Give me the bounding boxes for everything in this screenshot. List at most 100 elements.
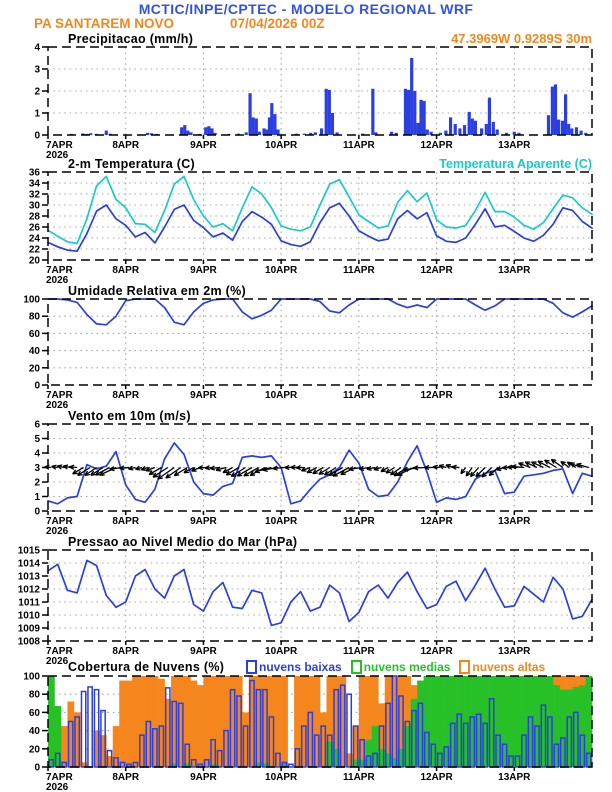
svg-text:1009: 1009 [18,624,41,635]
svg-text:1013: 1013 [18,572,41,583]
svg-text:7APR: 7APR [46,140,73,151]
svg-text:22: 22 [29,245,41,256]
svg-text:28: 28 [29,212,41,223]
legend-label-nuvens-baixas: nuvens baixas [259,660,342,674]
svg-text:9APR: 9APR [190,772,217,783]
svg-text:100: 100 [23,295,40,306]
svg-text:34: 34 [29,179,41,190]
svg-text:60: 60 [29,708,41,719]
svg-text:80: 80 [29,312,41,323]
svg-text:12APR: 12APR [420,390,453,401]
svg-text:8APR: 8APR [112,390,139,401]
model-run-datetime: 07/04/2026 00Z [230,16,325,31]
svg-text:12APR: 12APR [420,646,453,657]
svg-text:10APR: 10APR [265,646,298,657]
svg-text:9APR: 9APR [190,265,217,276]
svg-text:13APR: 13APR [498,140,531,151]
svg-text:40: 40 [29,346,41,357]
svg-text:11APR: 11APR [343,390,375,401]
svg-text:2026: 2026 [46,656,69,667]
svg-text:9APR: 9APR [190,390,217,401]
svg-text:1014: 1014 [18,559,41,570]
apparent-temperature-label: Temperatura Aparente (C) [439,157,592,171]
legend-item-nuvens-medias: nuvens medias [350,660,450,674]
svg-text:4: 4 [34,449,40,460]
low-cloud-swatch-icon [246,660,257,674]
svg-text:10APR: 10APR [265,265,298,276]
svg-text:11APR: 11APR [343,265,375,276]
svg-text:12APR: 12APR [420,140,453,151]
legend-item-nuvens-altas: nuvens altas [459,660,545,674]
svg-text:80: 80 [29,690,41,701]
svg-text:8APR: 8APR [112,516,139,527]
svg-text:13APR: 13APR [498,390,531,401]
panel-title-clouds: Cobertura de Nuvens (%) [68,660,225,674]
panel-title-humidity: Umidade Relativa em 2m (%) [68,284,246,298]
svg-text:9APR: 9APR [190,140,217,151]
svg-text:7APR: 7APR [46,265,73,276]
svg-text:20: 20 [29,744,41,755]
svg-text:40: 40 [29,726,41,737]
panel-title-pressure: Pressao ao Nivel Medio do Mar (hPa) [68,535,298,549]
svg-text:7APR: 7APR [46,772,73,783]
legend-item-nuvens-baixas: nuvens baixas [246,660,342,674]
svg-text:26: 26 [29,223,41,234]
svg-text:4: 4 [34,43,40,54]
svg-text:12APR: 12APR [420,265,453,276]
svg-text:13APR: 13APR [498,516,531,527]
svg-text:6: 6 [34,420,40,431]
svg-text:0: 0 [34,763,40,774]
svg-text:1012: 1012 [18,585,41,596]
svg-text:2: 2 [34,478,40,489]
page-title: MCTIC/INPE/CPTEC - MODELO REGIONAL WRF [138,1,474,17]
svg-text:2026: 2026 [46,526,69,537]
svg-text:13APR: 13APR [498,646,531,657]
panel-title-wind: Vento em 10m (m/s) [68,409,191,423]
svg-text:20: 20 [29,363,41,374]
svg-text:2026: 2026 [46,782,69,792]
mid-cloud-swatch-icon [350,660,362,674]
svg-text:10APR: 10APR [265,772,298,783]
svg-text:10APR: 10APR [265,516,298,527]
cloud-legend: nuvens baixas nuvens medias nuvens altas [246,660,545,674]
svg-text:2026: 2026 [46,400,69,411]
svg-text:7APR: 7APR [46,646,73,657]
panel-title-precipitation: Precipitacao (mm/h) [68,32,194,46]
svg-text:13APR: 13APR [498,772,531,783]
svg-text:12APR: 12APR [420,772,453,783]
high-cloud-swatch-icon [459,660,471,674]
svg-text:1: 1 [34,492,40,503]
svg-text:30: 30 [29,201,41,212]
svg-text:0: 0 [34,507,40,518]
svg-text:5: 5 [34,434,40,445]
svg-text:9APR: 9APR [190,516,217,527]
svg-text:13APR: 13APR [498,265,531,276]
svg-text:20: 20 [29,256,41,267]
svg-text:11APR: 11APR [343,516,375,527]
svg-text:11APR: 11APR [343,646,375,657]
svg-text:1011: 1011 [18,598,40,609]
svg-text:100: 100 [23,672,40,683]
svg-text:8APR: 8APR [112,140,139,151]
svg-text:8APR: 8APR [112,772,139,783]
svg-text:3: 3 [34,65,40,76]
svg-text:2026: 2026 [46,150,69,161]
legend-label-nuvens-altas: nuvens altas [472,660,546,674]
svg-text:7APR: 7APR [46,516,73,527]
svg-text:1008: 1008 [18,637,41,648]
svg-text:12APR: 12APR [420,516,453,527]
svg-text:60: 60 [29,329,41,340]
svg-text:1: 1 [34,109,40,120]
svg-text:9APR: 9APR [190,646,217,657]
svg-text:0: 0 [34,131,40,142]
svg-text:1015: 1015 [18,546,41,557]
svg-text:11APR: 11APR [343,772,375,783]
station-name: PA SANTAREM NOVO [34,16,175,31]
svg-text:11APR: 11APR [343,140,375,151]
svg-text:2026: 2026 [46,275,69,286]
svg-text:8APR: 8APR [112,265,139,276]
svg-text:10APR: 10APR [265,140,298,151]
svg-text:24: 24 [29,234,41,245]
